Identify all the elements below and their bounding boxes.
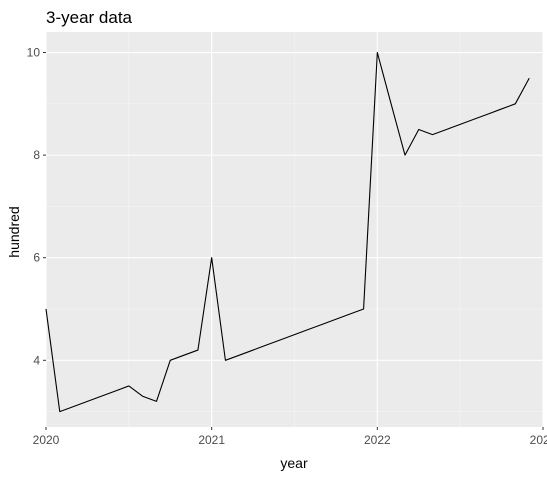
series-line (45, 51, 530, 413)
x-tick-label: 2022 (364, 433, 391, 447)
y-tick-label: 10 (27, 46, 41, 60)
x-axis-title: year (280, 455, 308, 471)
x-axis: 2020 2021 2022 2023 (33, 427, 547, 447)
chart-title: 3-year data (46, 8, 133, 27)
y-axis: 4 6 8 10 (27, 46, 46, 367)
x-tick-label: 2021 (198, 433, 225, 447)
y-axis-title: hundred (6, 206, 22, 257)
x-tick-label: 2020 (33, 433, 60, 447)
x-tick-label: 2023 (530, 433, 547, 447)
y-tick-label: 4 (33, 353, 40, 367)
y-tick-label: 8 (33, 148, 40, 162)
minor-gridlines (46, 32, 543, 427)
series-layer (45, 51, 530, 413)
y-tick-label: 6 (33, 251, 40, 265)
major-gridlines (45, 32, 544, 427)
